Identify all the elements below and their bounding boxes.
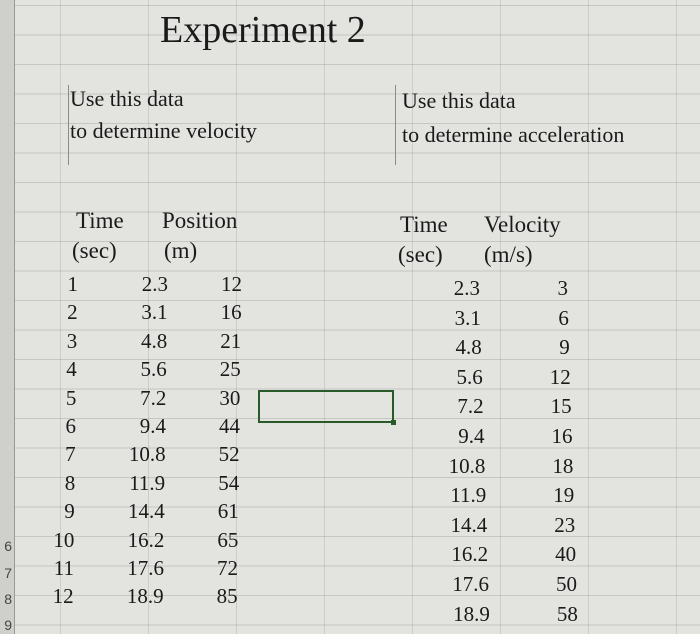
right-time-header: Time [400,212,448,237]
right-table-vel-cell[interactable]: 9 [559,335,570,360]
left-table-pos-cell[interactable]: 72 [217,556,238,580]
left-table-time-cell[interactable]: 17.6 [127,556,164,580]
row-header[interactable]: 7 [4,565,12,581]
row-header[interactable]: 6 [4,538,12,554]
left-table-n-cell[interactable]: 4 [66,357,77,382]
left-table-n-cell[interactable]: 3 [66,328,78,353]
right-table-vel-cell[interactable]: 15 [550,394,572,419]
right-table-vel-cell[interactable]: 12 [549,364,571,389]
right-table-vel-cell[interactable]: 40 [555,542,577,567]
left-table-pos-cell[interactable]: 54 [218,470,240,495]
left-table-time-cell[interactable]: 10.8 [128,442,166,467]
right-note-line2: to determine acceleration [402,122,625,147]
right-table-time-cell[interactable]: 18.9 [453,601,490,626]
right-table-time-cell[interactable]: 16.2 [451,542,489,567]
left-table-pos-cell[interactable]: 52 [218,442,240,467]
right-table-vel-cell[interactable]: 3 [557,276,569,300]
left-table-n-cell[interactable]: 7 [65,442,76,467]
left-table-time-cell[interactable]: 18.9 [126,584,164,609]
left-table-n-cell[interactable]: 11 [53,556,74,580]
right-time-unit: (sec) [398,242,443,267]
row-header[interactable]: 8 [4,591,12,607]
left-table-pos-cell[interactable]: 61 [217,499,239,524]
left-table-pos-cell[interactable]: 16 [220,300,242,325]
left-table-time-cell[interactable]: 2.3 [141,272,168,296]
right-table-time-cell[interactable]: 14.4 [450,512,488,537]
right-velocity-header: Velocity [484,212,561,237]
right-table-time-cell[interactable]: 2.3 [453,276,480,300]
left-table-time-cell[interactable]: 14.4 [128,499,165,524]
left-table-n-cell[interactable]: 12 [52,584,74,609]
left-note-line1: Use this data [70,86,184,111]
right-table-time-cell[interactable]: 7.2 [457,394,484,419]
page-title: Experiment 2 [160,9,366,51]
left-table-time-cell[interactable]: 3.1 [141,300,168,325]
left-table-pos-cell[interactable]: 44 [219,414,240,438]
right-table-vel-cell[interactable]: 19 [553,483,575,508]
right-table-time-cell[interactable]: 5.6 [456,364,483,389]
left-table-pos-cell[interactable]: 85 [216,584,238,609]
left-table-n-cell[interactable]: 10 [53,527,75,552]
row-header-strip: 6 7 8 9 [0,0,15,634]
left-table-n-cell[interactable]: 2 [67,300,78,325]
left-table-n-cell[interactable]: 1 [67,272,79,296]
left-table-time-cell[interactable]: 7.2 [140,385,167,410]
left-table-pos-cell[interactable]: 12 [221,272,242,296]
right-table-time-cell[interactable]: 3.1 [454,305,481,330]
right-table-time-cell[interactable]: 17.6 [452,572,489,596]
right-table-vel-cell[interactable]: 50 [556,572,577,596]
left-table-n-cell[interactable]: 6 [65,414,77,438]
right-table-vel-cell[interactable]: 6 [558,305,569,330]
left-table-pos-cell[interactable]: 65 [217,527,239,552]
note-border [68,85,69,165]
left-table-time-cell[interactable]: 9.4 [139,414,166,438]
right-table-vel-cell[interactable]: 16 [551,424,573,448]
left-table-pos-cell[interactable]: 25 [219,357,241,382]
left-note-line2: to determine velocity [70,118,257,143]
left-table-time-cell[interactable]: 5.6 [140,357,167,382]
right-table-vel-cell[interactable]: 23 [554,512,576,537]
selected-cell[interactable] [258,390,396,425]
left-position-unit: (m) [164,238,198,263]
right-table-vel-cell[interactable]: 58 [556,601,578,626]
left-position-header: Position [162,208,238,233]
left-time-unit: (sec) [72,238,117,263]
left-table-time-cell[interactable]: 11.9 [129,470,166,495]
right-table-time-cell[interactable]: 10.8 [448,453,486,478]
right-velocity-unit: (m/s) [484,242,533,267]
right-table-time-cell[interactable]: 11.9 [450,483,487,508]
row-header[interactable]: 9 [4,617,12,633]
left-table-time-cell[interactable]: 16.2 [127,527,165,552]
right-table-vel-cell[interactable]: 18 [552,453,574,478]
right-table-time-cell[interactable]: 9.4 [458,424,485,448]
right-note-line1: Use this data [402,88,516,113]
note-border [395,85,396,165]
left-table-pos-cell[interactable]: 30 [219,385,241,410]
left-table-pos-cell[interactable]: 21 [220,328,242,353]
right-table-time-cell[interactable]: 4.8 [455,335,482,360]
left-table-time-cell[interactable]: 4.8 [140,328,168,353]
left-table-n-cell[interactable]: 9 [64,499,75,524]
left-table-n-cell[interactable]: 5 [65,385,77,410]
left-table-n-cell[interactable]: 8 [64,470,76,495]
left-time-header: Time [76,208,124,233]
